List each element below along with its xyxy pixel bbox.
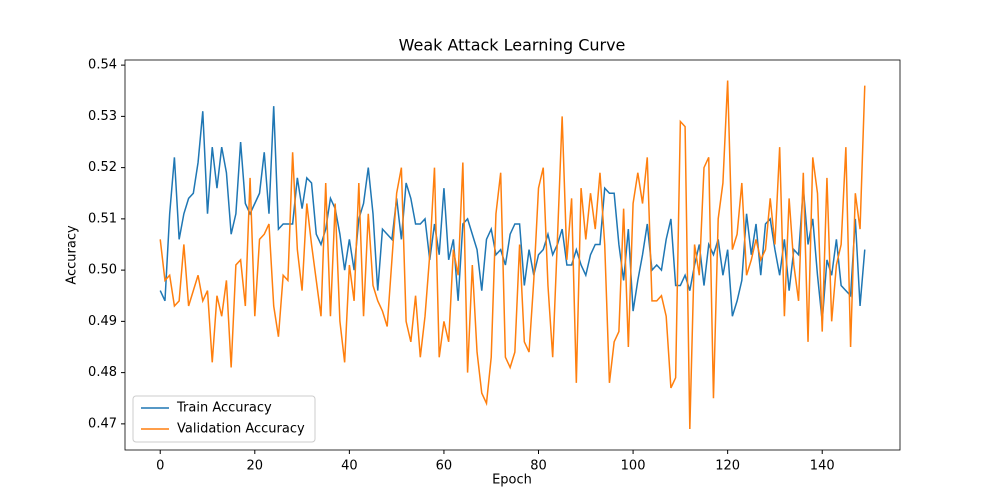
y-tick-label: 0.48: [88, 365, 117, 380]
y-tick-label: 0.54: [88, 58, 117, 73]
series-line: [159, 106, 866, 322]
x-axis-label: Epoch: [492, 473, 532, 488]
x-tick-label: 80: [530, 459, 547, 474]
x-tick-label: 60: [436, 459, 453, 474]
y-tick-label: 0.53: [88, 109, 117, 124]
y-tick-label: 0.52: [88, 160, 117, 175]
y-tick-label: 0.50: [88, 263, 117, 278]
y-tick-label: 0.47: [88, 416, 117, 431]
x-tick-label: 120: [715, 459, 740, 474]
x-tick-label: 0: [156, 459, 164, 474]
y-tick-label: 0.51: [88, 211, 117, 226]
legend-label: Validation Accuracy: [177, 422, 305, 437]
legend-box: [132, 395, 316, 443]
chart-title: Weak Attack Learning Curve: [399, 36, 626, 55]
plot-frame: [124, 59, 901, 451]
x-tick-label: 140: [810, 459, 835, 474]
y-tick-label: 0.49: [88, 314, 117, 329]
legend-label: Train Accuracy: [176, 401, 272, 416]
x-tick-label: 20: [247, 459, 264, 474]
x-tick-label: 40: [341, 459, 358, 474]
y-axis-label: Accuracy: [65, 225, 80, 285]
x-tick-label: 100: [621, 459, 646, 474]
series-line: [159, 80, 866, 430]
